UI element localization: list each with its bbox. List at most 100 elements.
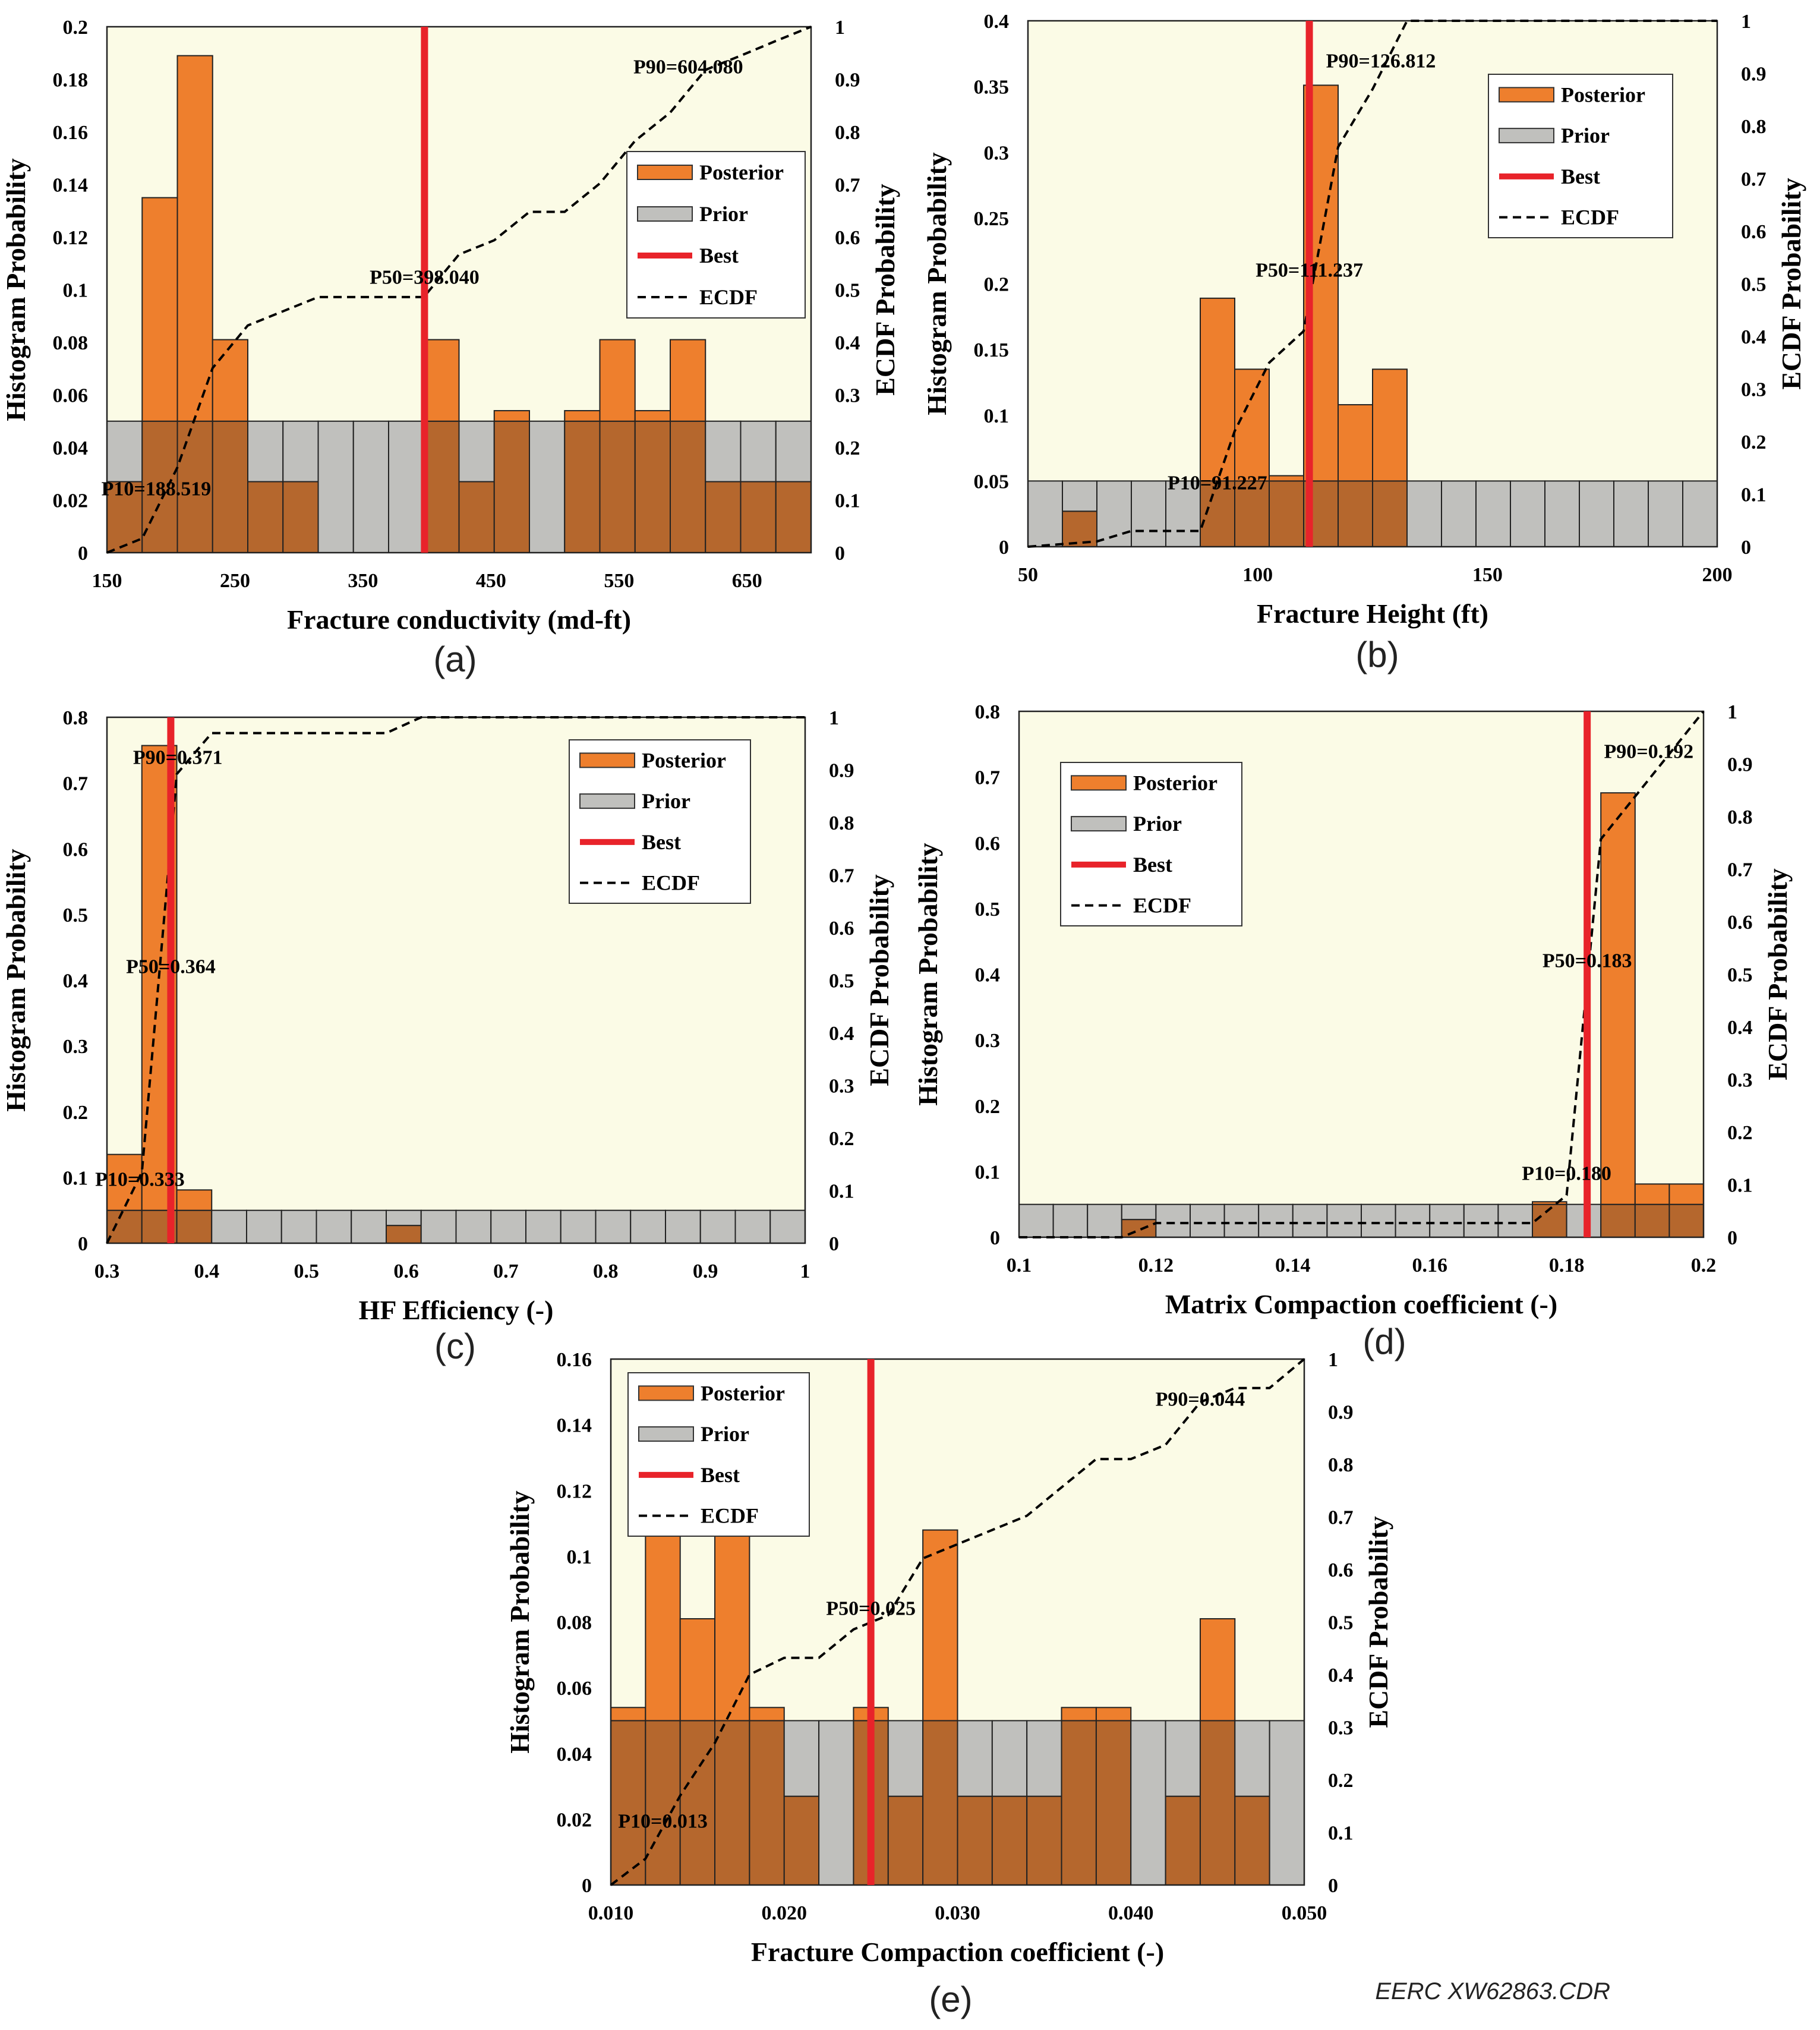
legend-swatch-prior <box>579 793 635 809</box>
y-tick-label: 0 <box>582 1875 592 1897</box>
legend: Posterior Prior Best ECDF <box>626 151 806 319</box>
y2-tick-label: 0.3 <box>1741 379 1767 401</box>
legend-label-prior: Prior <box>701 1422 749 1446</box>
prior-bar <box>1510 480 1545 547</box>
y2-tick-label: 0.1 <box>1328 1823 1354 1845</box>
x-tick-label: 200 <box>1702 564 1733 586</box>
ecdf-line <box>1027 20 1717 548</box>
y-tick-label: 0.5 <box>975 899 1001 921</box>
prior-bar <box>1429 1203 1465 1238</box>
posterior-bar <box>1532 1201 1567 1205</box>
legend-label-ecdf: ECDF <box>701 1504 759 1528</box>
prior-bar <box>1269 1720 1305 1886</box>
y2-tick-label: 0.6 <box>835 227 860 249</box>
prior-bar <box>957 1720 993 1797</box>
overlap-bar <box>106 1209 143 1244</box>
panel-label: (d) <box>1362 1322 1406 1361</box>
y2-tick-label: 0.1 <box>1727 1175 1753 1197</box>
y2-tick-label: 0.8 <box>1741 116 1767 138</box>
legend-label-best: Best <box>1133 853 1172 877</box>
panel-label: (b) <box>1355 635 1399 674</box>
ecdf-line <box>106 716 805 1244</box>
prior-bar <box>1018 1203 1054 1238</box>
y-axis-title: Histogram Probability <box>922 152 952 415</box>
overlap-bar <box>679 1720 716 1886</box>
x-tick-label: 0.16 <box>1412 1254 1447 1276</box>
overlap-bar <box>599 420 636 553</box>
y-tick-label: 0.18 <box>53 70 89 92</box>
panel-b: 50 100 150 200 0 0.05 0.1 0.15 0.2 0.25 0.3 0.35 0.4… <box>922 11 1806 674</box>
y-tick-label: 0.1 <box>567 1546 592 1568</box>
overlap-bar <box>740 481 777 554</box>
overlap-bar <box>705 481 742 554</box>
overlap-bar <box>1165 1795 1201 1886</box>
posterior-bar <box>599 339 636 422</box>
prior-bar <box>1121 1203 1157 1221</box>
y-tick-label: 0.6 <box>975 833 1001 855</box>
prior-bar <box>1475 480 1511 547</box>
y-tick-label: 0.04 <box>557 1744 592 1766</box>
posterior-bar <box>1200 297 1235 482</box>
prior-bar <box>420 1209 457 1244</box>
prior-bar <box>316 1209 352 1244</box>
x-tick-label: 0.5 <box>294 1260 319 1282</box>
legend: Posterior Prior Best ECDF <box>1060 762 1242 926</box>
legend-label-posterior: Posterior <box>699 160 784 184</box>
prior-bar <box>1613 480 1649 547</box>
legend-label-ecdf: ECDF <box>1133 894 1191 918</box>
prior-bar <box>1258 1203 1294 1238</box>
posterior-bar <box>176 1189 213 1211</box>
posterior-bar <box>1269 475 1304 482</box>
prior-bar <box>560 1209 597 1244</box>
percentile-annotation: P90=0.371 <box>133 747 223 769</box>
x-tick-label: 0.6 <box>393 1260 419 1282</box>
y2-axis-title: ECDF Probability <box>1776 178 1806 390</box>
posterior-bar <box>176 55 213 422</box>
posterior-bar <box>423 339 460 422</box>
y-tick-label: 0 <box>999 537 1009 559</box>
overlap-bar <box>1234 1795 1270 1886</box>
y2-tick-label: 0.2 <box>1727 1122 1753 1144</box>
percentile-annotation: P10=0.013 <box>618 1811 708 1833</box>
y2-tick-label: 0.7 <box>1741 169 1767 191</box>
y-tick-label: 0.1 <box>63 1167 89 1189</box>
prior-bar <box>769 1209 806 1244</box>
prior-bar <box>740 420 777 483</box>
overlap-bar <box>1600 1203 1636 1238</box>
prior-bar <box>490 1209 526 1244</box>
posterior-bar <box>634 410 671 422</box>
y2-tick-label: 0.4 <box>835 332 860 354</box>
overlap-bar <box>1095 1720 1132 1886</box>
overlap-bar <box>564 420 601 553</box>
prior-bar <box>630 1209 666 1244</box>
y2-tick-label: 0.8 <box>835 122 860 144</box>
plot-frame <box>1027 20 1718 548</box>
percentile-annotation: P10=0.180 <box>1522 1163 1611 1185</box>
prior-bar <box>1234 1720 1270 1797</box>
y-tick-label: 0.08 <box>557 1612 592 1634</box>
x-tick-label: 650 <box>732 570 762 592</box>
y-tick-label: 0.4 <box>975 964 1001 986</box>
prior-bar <box>351 1209 387 1244</box>
posterior-bar <box>1095 1707 1132 1722</box>
percentile-annotation: P10=0.333 <box>95 1169 185 1191</box>
legend-swatch-prior <box>638 1426 694 1442</box>
y2-tick-label: 0.2 <box>829 1128 854 1150</box>
posterior-bar <box>1634 1183 1670 1205</box>
prior-bar <box>1190 1203 1225 1238</box>
overlap-bar <box>247 481 284 554</box>
x-tick-label: 0.040 <box>1108 1902 1154 1924</box>
overlap-bar <box>176 420 213 553</box>
prior-bar <box>595 1209 632 1244</box>
prior-bar <box>1682 480 1718 547</box>
panel-d: 0.1 0.12 0.14 0.16 0.18 0.2 0 0.1 0.2 0.3 0.4 0.5 0.… <box>913 701 1793 1361</box>
legend: Posterior Prior Best ECDF <box>627 1372 810 1537</box>
y2-tick-label: 0.3 <box>835 385 860 407</box>
y2-tick-label: 1 <box>835 17 845 39</box>
posterior-bar <box>1372 368 1408 482</box>
legend-label-prior: Prior <box>1133 812 1182 836</box>
y-tick-label: 0.6 <box>63 839 89 860</box>
x-tick-label: 0.12 <box>1138 1254 1174 1276</box>
prior-bar <box>783 1720 820 1797</box>
